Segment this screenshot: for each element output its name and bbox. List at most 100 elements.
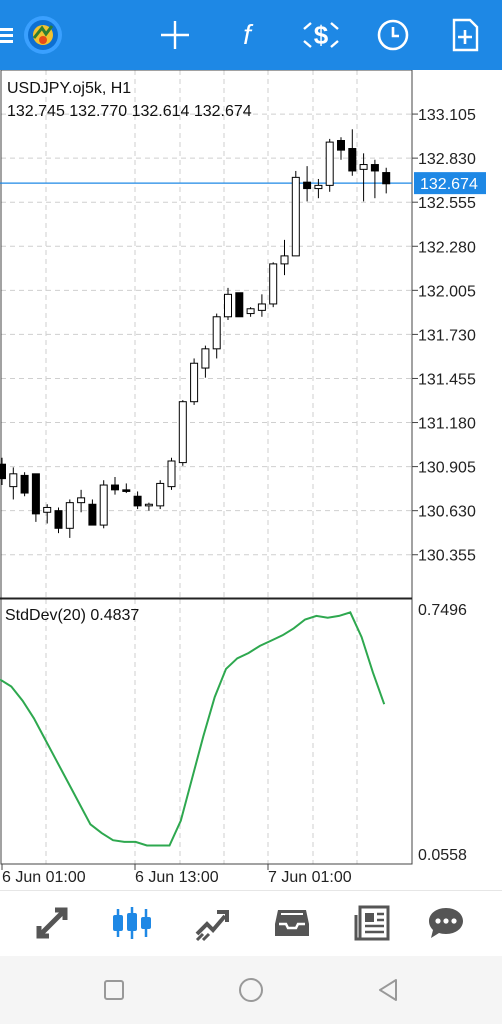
home-button[interactable]	[231, 974, 271, 1006]
candle-body-bull	[178, 401, 187, 464]
candle	[156, 480, 165, 510]
quotes-arrows-icon	[36, 907, 68, 939]
trade-trend-icon	[195, 910, 229, 942]
candle	[190, 358, 199, 405]
candle	[201, 345, 210, 378]
candle-body-bull	[325, 141, 334, 186]
price-tick-label: 131.730	[418, 327, 476, 344]
candle-body-bull	[224, 293, 232, 318]
current-price-tag: 132.674	[414, 172, 486, 195]
candle-body-bear	[133, 495, 142, 507]
recent-apps-button[interactable]	[94, 974, 134, 1006]
function-f-icon[interactable]: f	[226, 14, 268, 56]
trade-tab[interactable]	[186, 901, 238, 945]
indicator-tick-label: 0.0558	[418, 847, 467, 864]
candle	[246, 307, 255, 317]
time-tick-label: 6 Jun 13:00	[135, 869, 219, 886]
symbol-label: USDJPY.oj5k, H1	[7, 80, 131, 97]
price-tick-label: 131.455	[418, 371, 476, 388]
candle-body-bull	[201, 348, 210, 369]
chat-bubble-icon	[429, 908, 463, 938]
stddev-line	[0, 611, 386, 847]
candle-body-bear	[122, 489, 131, 492]
candle	[144, 502, 153, 511]
candle-body-bear	[31, 473, 40, 515]
candle-body-bear	[370, 164, 379, 172]
candle	[337, 137, 345, 160]
indicator-axis: 0.7496 0.0558	[418, 602, 467, 864]
candle	[325, 138, 334, 192]
indicator-label: StdDev(20) 0.4837	[5, 607, 139, 624]
candle-body-bull	[190, 362, 199, 403]
svg-text:f: f	[243, 19, 254, 50]
candle-body-bull	[77, 497, 86, 504]
candle-body-bull	[314, 184, 323, 190]
candle	[111, 477, 119, 495]
candle-body-bear	[303, 181, 312, 190]
back-button[interactable]	[368, 974, 408, 1006]
main-chart-grid	[1, 70, 412, 598]
candle-body-bear	[20, 474, 29, 494]
candle-body-bull	[291, 176, 300, 257]
system-navigation-bar	[0, 956, 502, 1024]
price-tick-label: 132.005	[418, 283, 476, 300]
candle	[235, 292, 244, 318]
price-tick-label: 131.180	[418, 416, 476, 433]
price-tick-label: 133.105	[418, 107, 476, 124]
clock-icon[interactable]	[372, 14, 414, 56]
current-price-label: 132.674	[420, 176, 478, 193]
candle	[257, 294, 266, 317]
hamburger-menu-icon[interactable]	[0, 14, 18, 56]
crosshair-icon[interactable]	[154, 14, 196, 56]
chat-tab[interactable]	[420, 901, 472, 945]
inbox-tray-icon	[275, 910, 309, 936]
circle-icon	[239, 978, 263, 1002]
candle-body-bull	[167, 460, 176, 488]
candle-body-bear	[348, 148, 357, 172]
candle	[269, 262, 278, 308]
candlestick-series	[0, 129, 391, 538]
candle	[224, 287, 232, 320]
candle	[382, 167, 391, 194]
candlestick-chart-icon	[113, 907, 151, 939]
square-icon	[104, 980, 124, 1000]
candle-body-bear	[111, 484, 119, 491]
candle	[99, 480, 108, 529]
candle-body-bear	[337, 140, 345, 151]
quotes-tab[interactable]	[26, 901, 78, 945]
chart-area[interactable]: 133.105 132.830 132.555 132.280 132.005 131.7…	[0, 70, 502, 890]
candle-body-bear	[382, 172, 391, 185]
candle-body-bull	[144, 503, 153, 507]
price-axis: 133.105 132.830 132.555 132.280 132.005 131.7…	[412, 107, 476, 565]
bottom-navigation	[0, 890, 502, 956]
candle	[303, 166, 312, 202]
news-tab[interactable]	[346, 901, 398, 945]
price-tick-label: 132.830	[418, 151, 476, 168]
candle-body-bull	[280, 255, 289, 265]
metatrader-logo-icon[interactable]	[22, 14, 64, 56]
top-toolbar: f $	[0, 0, 502, 70]
candle	[31, 473, 40, 522]
candle	[212, 313, 221, 359]
candle-body-bear	[54, 510, 63, 529]
history-tab[interactable]	[266, 901, 318, 945]
candle-body-bull	[43, 506, 52, 513]
new-order-icon[interactable]	[444, 14, 486, 56]
candle	[370, 159, 379, 199]
back-triangle-icon	[379, 979, 397, 1001]
dollar-shapes-icon[interactable]: $	[300, 14, 342, 56]
candle	[54, 507, 63, 534]
time-tick-label: 7 Jun 01:00	[268, 869, 352, 886]
candle	[178, 400, 187, 466]
candle-body-bull	[269, 263, 278, 305]
candle	[65, 499, 74, 538]
candle-body-bear	[88, 503, 97, 526]
time-tick-label: 6 Jun 01:00	[2, 869, 86, 886]
price-tick-label: 132.555	[418, 195, 476, 212]
candle-body-bull	[156, 482, 165, 507]
candle	[291, 170, 300, 257]
candle-body-bull	[99, 484, 108, 526]
candle	[122, 483, 131, 494]
candle-body-bull	[257, 303, 266, 311]
chart-tab[interactable]	[106, 901, 158, 945]
